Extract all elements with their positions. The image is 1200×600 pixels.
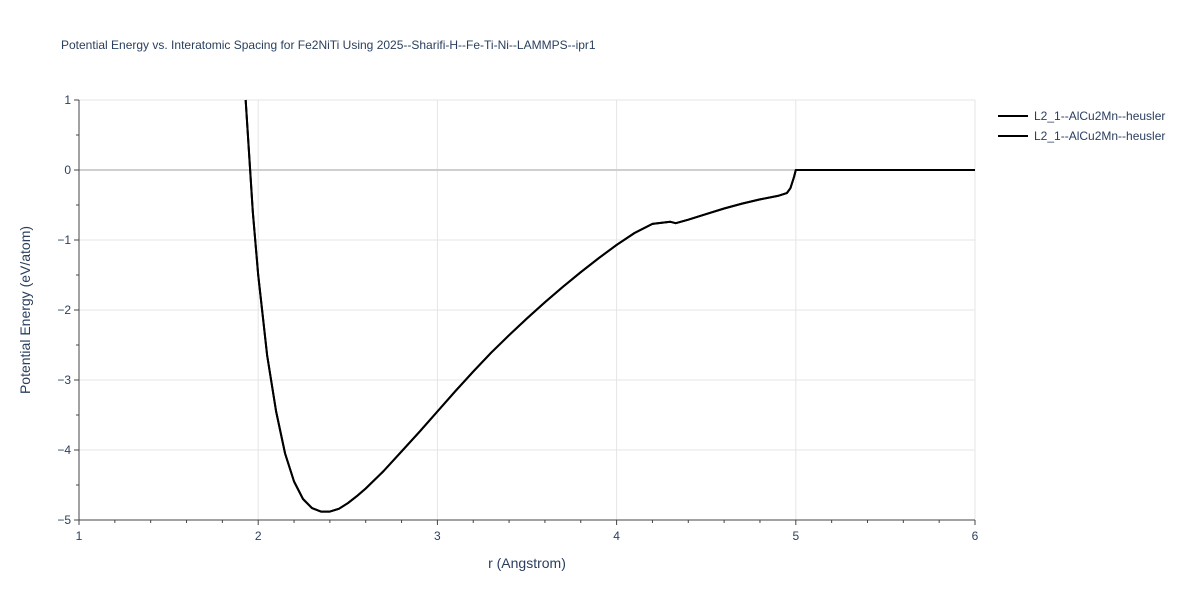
legend: L2_1--AlCu2Mn--heusler L2_1--AlCu2Mn--he… [998,106,1165,146]
y-tick-label: −2 [57,303,71,317]
y-axis-title: Potential Energy (eV/atom) [17,226,33,394]
legend-swatch-series-1 [998,115,1028,117]
chart-title: Potential Energy vs. Interatomic Spacing… [61,38,596,52]
axes [74,99,976,525]
grid-lines [79,99,976,520]
legend-swatch-series-2 [998,135,1028,137]
y-tick-label: −4 [57,443,71,457]
y-tick-label: 1 [64,93,71,107]
x-tick-label: 2 [255,529,262,543]
x-axis-title: r (Angstrom) [488,555,566,571]
x-tick-label: 5 [792,529,799,543]
y-tick-label: −5 [57,513,71,527]
y-tick-label: −3 [57,373,71,387]
tick-labels: 1 2 3 4 5 6 1 0 −1 −2 −3 −4 −5 [57,93,978,543]
y-tick-label: 0 [64,163,71,177]
series-line-2[interactable] [244,99,975,513]
x-tick-label: 6 [972,529,979,543]
y-tick-label: −1 [57,233,71,247]
legend-label-series-2: L2_1--AlCu2Mn--heusler [1034,129,1166,143]
legend-label-series-1: L2_1--AlCu2Mn--heusler [1034,109,1166,123]
series-lines [244,99,975,513]
x-tick-label: 1 [76,529,83,543]
legend-item-series-1[interactable]: L2_1--AlCu2Mn--heusler [998,106,1165,126]
x-tick-label: 3 [434,529,441,543]
legend-item-series-2[interactable]: L2_1--AlCu2Mn--heusler [998,126,1165,146]
x-tick-label: 4 [613,529,620,543]
